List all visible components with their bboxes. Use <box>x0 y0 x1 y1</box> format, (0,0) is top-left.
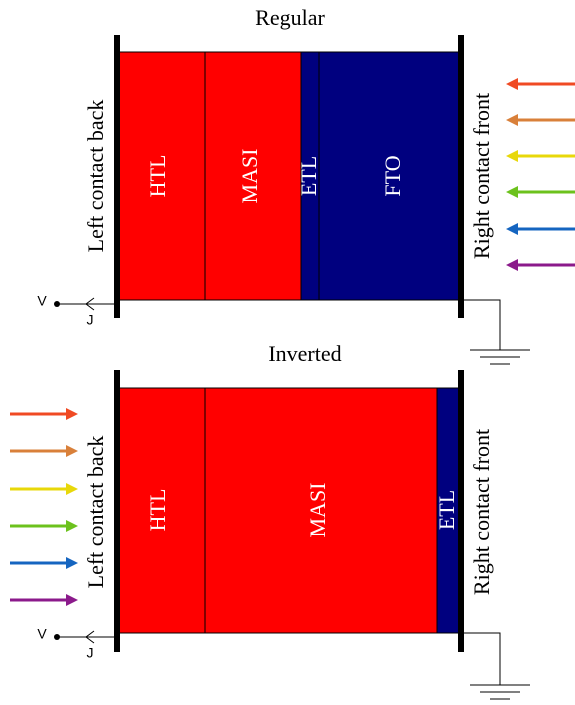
contact-label: Right contact front <box>469 93 494 259</box>
light-arrows <box>506 78 575 271</box>
layer <box>318 51 460 301</box>
layer <box>118 51 206 301</box>
layer-label: MASI <box>237 148 262 203</box>
current-label: J <box>87 312 94 328</box>
contact-label: Left contact back <box>83 436 108 589</box>
layer-label: HTL <box>145 155 170 198</box>
layer-label: ETL <box>434 490 459 530</box>
contact-label: Right contact front <box>469 429 494 595</box>
layer <box>118 387 206 634</box>
layer-label: ETL <box>296 156 321 196</box>
layer <box>204 51 302 301</box>
layer-label: MASI <box>305 482 330 537</box>
layer-label: FTO <box>380 155 405 196</box>
title: Inverted <box>268 341 341 366</box>
layer <box>204 387 438 634</box>
light-arrows <box>10 408 78 606</box>
voltage-label: V <box>37 626 47 642</box>
inverted-device: Inverted HTL MASI ETL Left contact back … <box>10 341 530 700</box>
regular-device: Regular HTL MASI ETL FTO Left contact ba… <box>37 5 575 365</box>
ground <box>461 632 530 700</box>
current-label: J <box>87 645 94 661</box>
contact-label: Left contact back <box>83 100 108 253</box>
voltage-label: V <box>37 293 47 309</box>
layer-label: HTL <box>145 489 170 532</box>
title: Regular <box>255 5 325 30</box>
ground <box>461 299 530 365</box>
